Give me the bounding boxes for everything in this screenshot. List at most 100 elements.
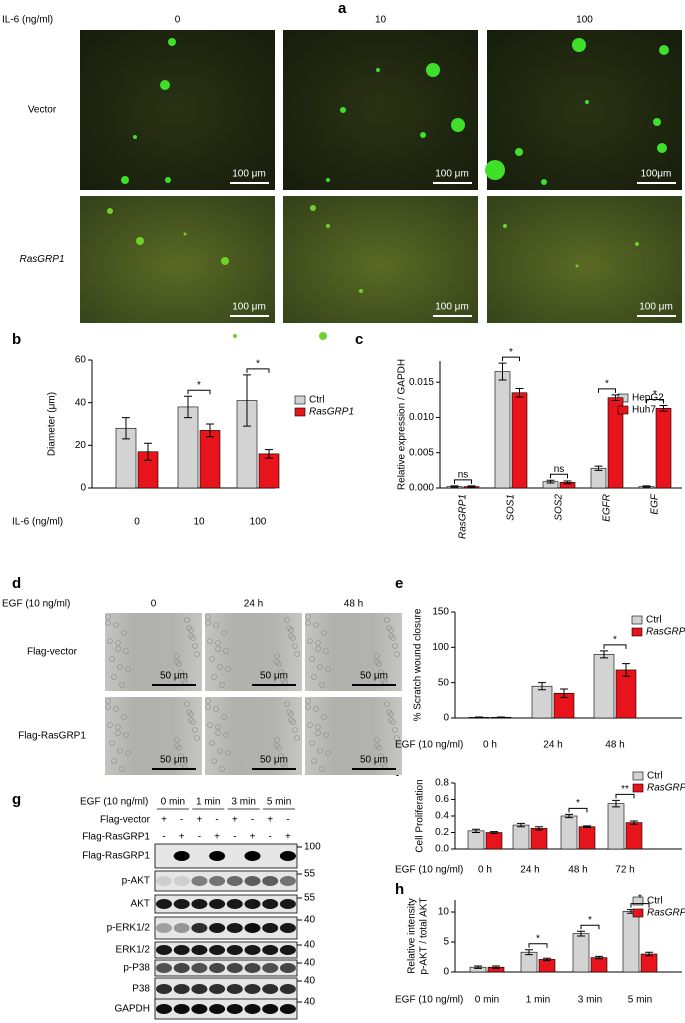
time-label: 1 min [196,797,220,808]
bar [258,453,280,489]
error-bar [630,820,638,825]
scale-bar-label: 100 μm [232,169,266,180]
cell [284,701,290,707]
significance-label: ns [554,464,565,475]
cell [376,661,382,667]
y-tick-label: 100 [432,642,449,653]
y-tick-label: 0.0 [435,844,449,855]
band [244,1004,261,1014]
cell [294,735,300,741]
cell [378,753,384,759]
scale-bar-label: 100 μm [232,302,266,313]
cell [125,750,131,756]
band [156,923,172,933]
cell [113,706,119,712]
sign: - [286,815,289,826]
cell [184,617,190,623]
panel-label: c [355,331,363,348]
cell [219,682,225,688]
cell-sphere [515,148,523,156]
legend-label: RasGRP1 [646,627,685,638]
micrograph [283,30,478,190]
cell [123,732,129,738]
band [156,945,172,955]
x-tick-label: 5 min [628,995,652,1006]
y-tick-label: 0 [80,483,86,494]
cell [207,722,213,728]
x-tick-label: SOS1 [506,494,517,521]
cell [288,633,294,639]
band [279,899,296,909]
band [156,963,172,973]
cell [290,719,296,725]
significance-bracket [603,644,627,649]
cell [284,617,290,623]
cell [223,732,229,738]
cell [323,732,329,738]
cell [305,704,311,710]
cell [121,714,127,720]
legend-label: RasGRP1 [309,407,354,418]
cell [107,722,113,728]
band [209,963,226,973]
panel-label: a [338,0,347,17]
scale-bar-label: 50 μm [260,755,288,766]
cell [280,761,286,767]
bar [512,824,530,850]
y-axis-title: Diameter (μm) [47,392,58,456]
cell [288,711,294,717]
cell [215,724,221,730]
y-tick-label: 40 [75,397,87,408]
bar [578,826,596,850]
scale-bar-label: 100 μm [435,169,469,180]
cell [278,753,284,759]
cell [315,646,321,652]
scale-bar-label: 100 μm [435,302,469,313]
error-bar [565,813,573,819]
band [209,899,226,909]
y-tick-label: 0 [443,967,449,978]
bar [177,406,199,489]
x-tick-label: 48 h [568,865,587,876]
cell [115,730,121,736]
cell [217,748,223,754]
cell [178,753,184,759]
cell-sphere [653,118,661,126]
band [244,963,261,973]
bar [494,371,511,489]
band [244,876,261,886]
cell [394,735,400,741]
cell [215,646,221,652]
cell [223,648,229,654]
cell [117,664,123,670]
cell [390,719,396,725]
cell [174,653,180,659]
cell [174,659,180,665]
error-bar [612,799,620,808]
column-label: 0 [175,15,181,26]
micrograph [305,697,402,775]
cell-sphere [426,63,440,77]
cell [323,648,329,654]
cell-sphere [420,132,426,138]
cell-sphere [485,160,505,180]
cell-sphere [340,107,346,113]
cell [194,735,200,741]
time-label: 3 min [231,797,255,808]
micrograph [205,613,302,691]
error-bar [594,465,603,471]
cell [292,643,298,649]
cell [205,620,211,626]
cell [186,709,192,715]
x-tick-label: 100 [250,517,267,528]
cell [313,706,319,712]
band [209,984,226,994]
band [226,899,243,909]
x-tick-label: 0 h [483,740,497,751]
panel-label: g [12,791,21,808]
blot-label: p-AKT [122,876,150,887]
cell [225,750,231,756]
error-bar [622,663,630,677]
cell-sphere [319,332,327,340]
y-axis-title: Relative intensity [407,898,418,974]
